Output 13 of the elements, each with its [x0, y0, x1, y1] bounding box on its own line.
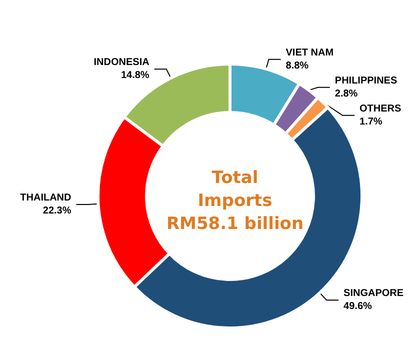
slice-label: VIET NAM [286, 47, 334, 58]
text: Total Imports RM58.1 billion [166, 168, 304, 234]
data-label: 49.6% [344, 301, 372, 312]
slice-label: SINGAPORE [344, 288, 404, 300]
slice-label: OTHERS [360, 103, 402, 114]
data-label: 1.7% [360, 116, 382, 128]
data-label: 14.8% [120, 70, 150, 82]
slice-label: INDONESIA [94, 57, 150, 68]
data-label: 2.8% [334, 88, 358, 100]
data-label: 8.8% [286, 60, 309, 72]
data-label: 22.3% [42, 205, 72, 216]
slice-label: PHILIPPINES [334, 75, 398, 86]
slice-label: THAILAND [20, 192, 72, 204]
